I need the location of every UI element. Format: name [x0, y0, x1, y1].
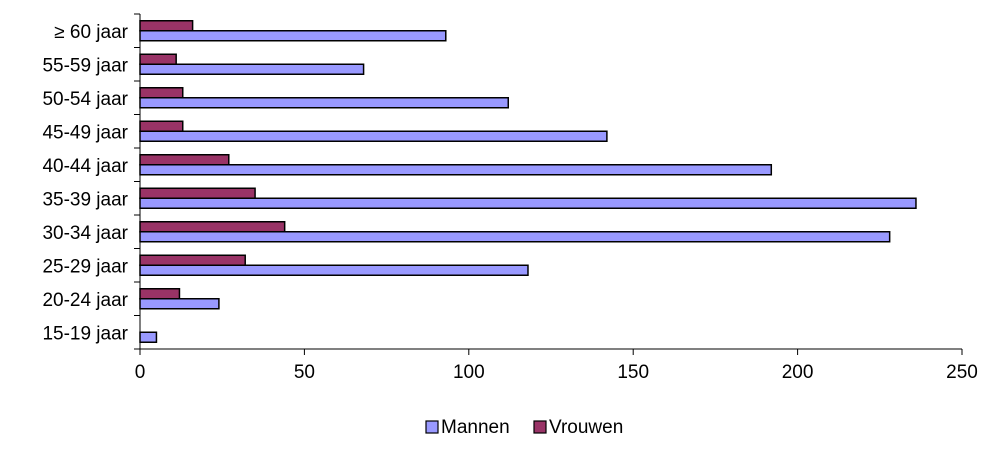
bar-vrouwen-6 — [139, 120, 184, 132]
legend-label-vrouwen: Vrouwen — [549, 417, 623, 438]
bar-vrouwen-5 — [139, 154, 230, 166]
bar-vrouwen-2 — [139, 254, 246, 266]
category-label: 55-59 jaar — [42, 55, 128, 76]
x-tick-label: 250 — [946, 362, 978, 383]
bar-vrouwen-3 — [139, 221, 286, 233]
category-label: 50-54 jaar — [42, 89, 128, 110]
category-label: 30-34 jaar — [42, 223, 128, 244]
bar-vrouwen-8 — [139, 53, 177, 65]
category-label: 25-29 jaar — [42, 256, 128, 277]
bar-mannen-4 — [139, 197, 917, 209]
bars-group — [139, 20, 917, 343]
bar-vrouwen-1 — [139, 288, 181, 300]
bar-vrouwen-7 — [139, 87, 184, 99]
bar-mannen-0 — [139, 331, 158, 343]
x-tick-labels: 0 50 100 150 200 250 — [135, 362, 978, 383]
legend-swatch-vrouwen — [533, 420, 547, 434]
bar-mannen-5 — [139, 164, 773, 176]
x-tick-label: 150 — [617, 362, 649, 383]
category-label: 45-49 jaar — [42, 122, 128, 143]
axes-group — [134, 13, 963, 355]
bar-mannen-8 — [139, 63, 365, 75]
x-tick-label: 100 — [453, 362, 485, 383]
category-label: ≥ 60 jaar — [54, 22, 128, 43]
bar-mannen-9 — [139, 30, 447, 42]
category-label: 20-24 jaar — [42, 290, 128, 311]
bar-vrouwen-9 — [139, 20, 194, 32]
category-labels: 15-19 jaar 20-24 jaar 25-29 jaar 30-34 jaar… — [42, 22, 128, 345]
x-tick-label: 0 — [135, 362, 146, 383]
bar-mannen-3 — [139, 231, 891, 243]
bar-mannen-2 — [139, 264, 529, 276]
bar-mannen-6 — [139, 130, 608, 142]
bar-mannen-1 — [139, 298, 220, 310]
legend-swatch-mannen — [425, 420, 439, 434]
x-tick-label: 50 — [294, 362, 315, 383]
bar-mannen-7 — [139, 97, 510, 109]
x-tick-label: 200 — [782, 362, 814, 383]
category-label: 40-44 jaar — [42, 156, 128, 177]
bar-vrouwen-4 — [139, 187, 256, 199]
category-label: 35-39 jaar — [42, 189, 128, 210]
category-label: 15-19 jaar — [42, 323, 128, 344]
legend: Mannen Vrouwen — [425, 417, 623, 438]
legend-label-mannen: Mannen — [441, 417, 510, 438]
